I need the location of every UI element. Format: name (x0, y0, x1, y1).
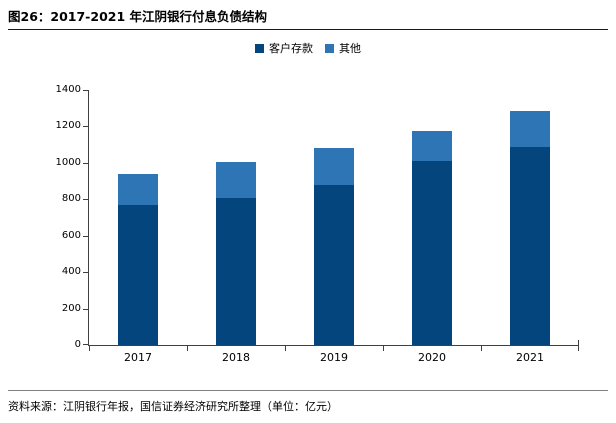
legend-swatch-icon (325, 43, 334, 53)
y-axis-label: 0 (74, 339, 81, 350)
bar-segment (412, 130, 452, 161)
y-axis-tick (83, 308, 88, 310)
y-axis-tick (83, 199, 88, 201)
y-axis-tick (83, 344, 88, 345)
y-axis-label: 1200 (55, 120, 81, 132)
y-axis-tick (83, 162, 88, 164)
x-axis-tick (285, 346, 286, 351)
legend-swatch-icon (255, 43, 264, 53)
legend-label: 客户存款 (269, 42, 313, 55)
y-axis-tick (83, 126, 88, 128)
legend-item: 客户存款 (255, 40, 313, 56)
y-axis-tick (83, 272, 88, 274)
x-axis-label: 2017 (124, 351, 152, 364)
x-axis-tick (89, 346, 90, 351)
bar-segment (314, 184, 354, 345)
y-axis-label: 200 (61, 302, 81, 314)
bar-segment (118, 173, 158, 205)
bar-segment (118, 204, 158, 345)
bar-segment (412, 161, 452, 345)
x-axis-tick (187, 346, 188, 351)
legend-label: 其他 (339, 42, 361, 55)
chart-legend: 客户存款 其他 (0, 40, 616, 56)
y-axis-label: 1400 (55, 84, 81, 95)
bar-segment (216, 162, 256, 199)
bar-segment (510, 146, 550, 345)
legend-item: 其他 (325, 40, 361, 56)
source-divider (8, 390, 608, 391)
y-axis-label: 600 (61, 229, 81, 241)
x-axis-tick (383, 346, 384, 351)
x-axis-end-tick (578, 340, 579, 345)
figure-title: 图26：2017-2021 年江阴银行付息负债结构 (8, 9, 268, 24)
x-axis-label: 2018 (222, 351, 250, 364)
bar-segment (216, 198, 256, 345)
y-axis-label: 800 (61, 193, 81, 205)
bar-segment (314, 148, 354, 185)
y-axis-tick (83, 235, 88, 237)
x-axis-label: 2021 (516, 351, 544, 364)
y-axis-label: 1000 (55, 156, 81, 168)
chart-plot-area: 0 200 400 600 800 1000 1200 1400 2017 2018 2019 202… (56, 84, 579, 364)
x-axis-tick (481, 346, 482, 351)
y-axis-label: 400 (61, 266, 81, 278)
y-axis-tick (83, 90, 88, 91)
bar-segment (510, 111, 550, 147)
x-axis-tick (578, 346, 579, 351)
source-note: 资料来源：江阴银行年报，国信证券经济研究所整理（单位：亿元） (8, 400, 338, 413)
x-axis-label: 2019 (320, 351, 348, 364)
x-axis-label: 2020 (418, 351, 446, 364)
title-divider (8, 29, 608, 30)
